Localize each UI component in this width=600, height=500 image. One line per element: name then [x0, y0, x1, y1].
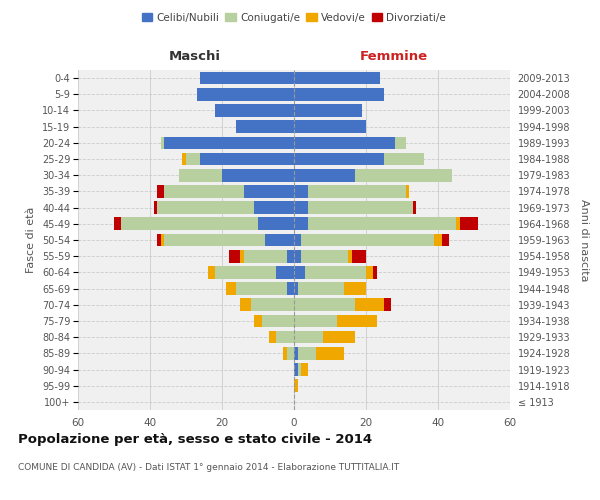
- Bar: [294, 136, 395, 149]
- Bar: [373, 266, 377, 278]
- Text: COMUNE DI CANDIDA (AV) - Dati ISTAT 1° gennaio 2014 - Elaborazione TUTTITALIA.IT: COMUNE DI CANDIDA (AV) - Dati ISTAT 1° g…: [18, 462, 399, 471]
- Bar: [287, 347, 294, 360]
- Bar: [294, 363, 298, 376]
- Bar: [154, 202, 157, 214]
- Bar: [269, 331, 276, 344]
- Bar: [294, 88, 384, 101]
- Bar: [161, 136, 164, 149]
- Bar: [294, 380, 298, 392]
- Bar: [294, 314, 337, 328]
- Bar: [355, 169, 452, 181]
- Bar: [294, 104, 362, 117]
- Y-axis label: Anni di nascita: Anni di nascita: [579, 198, 589, 281]
- Bar: [197, 88, 294, 101]
- Bar: [442, 234, 449, 246]
- Bar: [215, 104, 294, 117]
- Bar: [294, 202, 308, 214]
- Bar: [294, 282, 298, 295]
- Bar: [294, 152, 384, 166]
- Bar: [384, 152, 424, 166]
- Bar: [355, 298, 384, 311]
- Bar: [121, 218, 258, 230]
- Bar: [384, 298, 391, 311]
- Bar: [236, 282, 287, 295]
- Bar: [229, 250, 240, 262]
- Text: Popolazione per età, sesso e stato civile - 2014: Popolazione per età, sesso e stato civil…: [18, 432, 372, 446]
- Bar: [294, 234, 301, 246]
- Bar: [208, 266, 215, 278]
- Bar: [164, 185, 244, 198]
- Bar: [226, 282, 236, 295]
- Bar: [316, 347, 344, 360]
- Bar: [240, 250, 244, 262]
- Bar: [348, 250, 352, 262]
- Bar: [276, 331, 294, 344]
- Bar: [283, 347, 287, 360]
- Bar: [294, 72, 380, 85]
- Bar: [366, 266, 373, 278]
- Bar: [276, 266, 294, 278]
- Bar: [164, 234, 265, 246]
- Bar: [460, 218, 478, 230]
- Bar: [294, 298, 355, 311]
- Bar: [301, 250, 348, 262]
- Bar: [157, 234, 161, 246]
- Bar: [298, 282, 344, 295]
- Bar: [294, 120, 366, 133]
- Text: Maschi: Maschi: [169, 50, 221, 63]
- Bar: [294, 185, 308, 198]
- Bar: [157, 202, 254, 214]
- Bar: [305, 266, 366, 278]
- Bar: [344, 282, 366, 295]
- Text: Femmine: Femmine: [359, 50, 427, 63]
- Bar: [200, 72, 294, 85]
- Bar: [186, 152, 200, 166]
- Bar: [301, 234, 434, 246]
- Bar: [114, 218, 121, 230]
- Bar: [337, 314, 377, 328]
- Bar: [161, 234, 164, 246]
- Bar: [294, 347, 298, 360]
- Bar: [244, 185, 294, 198]
- Bar: [308, 185, 406, 198]
- Bar: [294, 169, 355, 181]
- Bar: [294, 331, 323, 344]
- Legend: Celibi/Nubili, Coniugati/e, Vedovi/e, Divorziati/e: Celibi/Nubili, Coniugati/e, Vedovi/e, Di…: [140, 10, 448, 25]
- Bar: [236, 120, 294, 133]
- Bar: [222, 169, 294, 181]
- Bar: [395, 136, 406, 149]
- Bar: [254, 314, 262, 328]
- Bar: [157, 185, 164, 198]
- Bar: [258, 218, 294, 230]
- Bar: [308, 218, 456, 230]
- Bar: [240, 298, 251, 311]
- Bar: [406, 185, 409, 198]
- Bar: [265, 234, 294, 246]
- Bar: [413, 202, 416, 214]
- Bar: [164, 136, 294, 149]
- Bar: [294, 250, 301, 262]
- Bar: [298, 347, 316, 360]
- Bar: [301, 363, 308, 376]
- Bar: [251, 298, 294, 311]
- Bar: [262, 314, 294, 328]
- Bar: [287, 282, 294, 295]
- Bar: [323, 331, 355, 344]
- Bar: [434, 234, 442, 246]
- Bar: [200, 152, 294, 166]
- Bar: [244, 250, 287, 262]
- Bar: [182, 152, 186, 166]
- Bar: [352, 250, 366, 262]
- Bar: [298, 363, 301, 376]
- Bar: [456, 218, 460, 230]
- Y-axis label: Fasce di età: Fasce di età: [26, 207, 37, 273]
- Bar: [215, 266, 276, 278]
- Bar: [287, 250, 294, 262]
- Bar: [308, 202, 413, 214]
- Bar: [294, 218, 308, 230]
- Bar: [179, 169, 222, 181]
- Bar: [294, 266, 305, 278]
- Bar: [254, 202, 294, 214]
